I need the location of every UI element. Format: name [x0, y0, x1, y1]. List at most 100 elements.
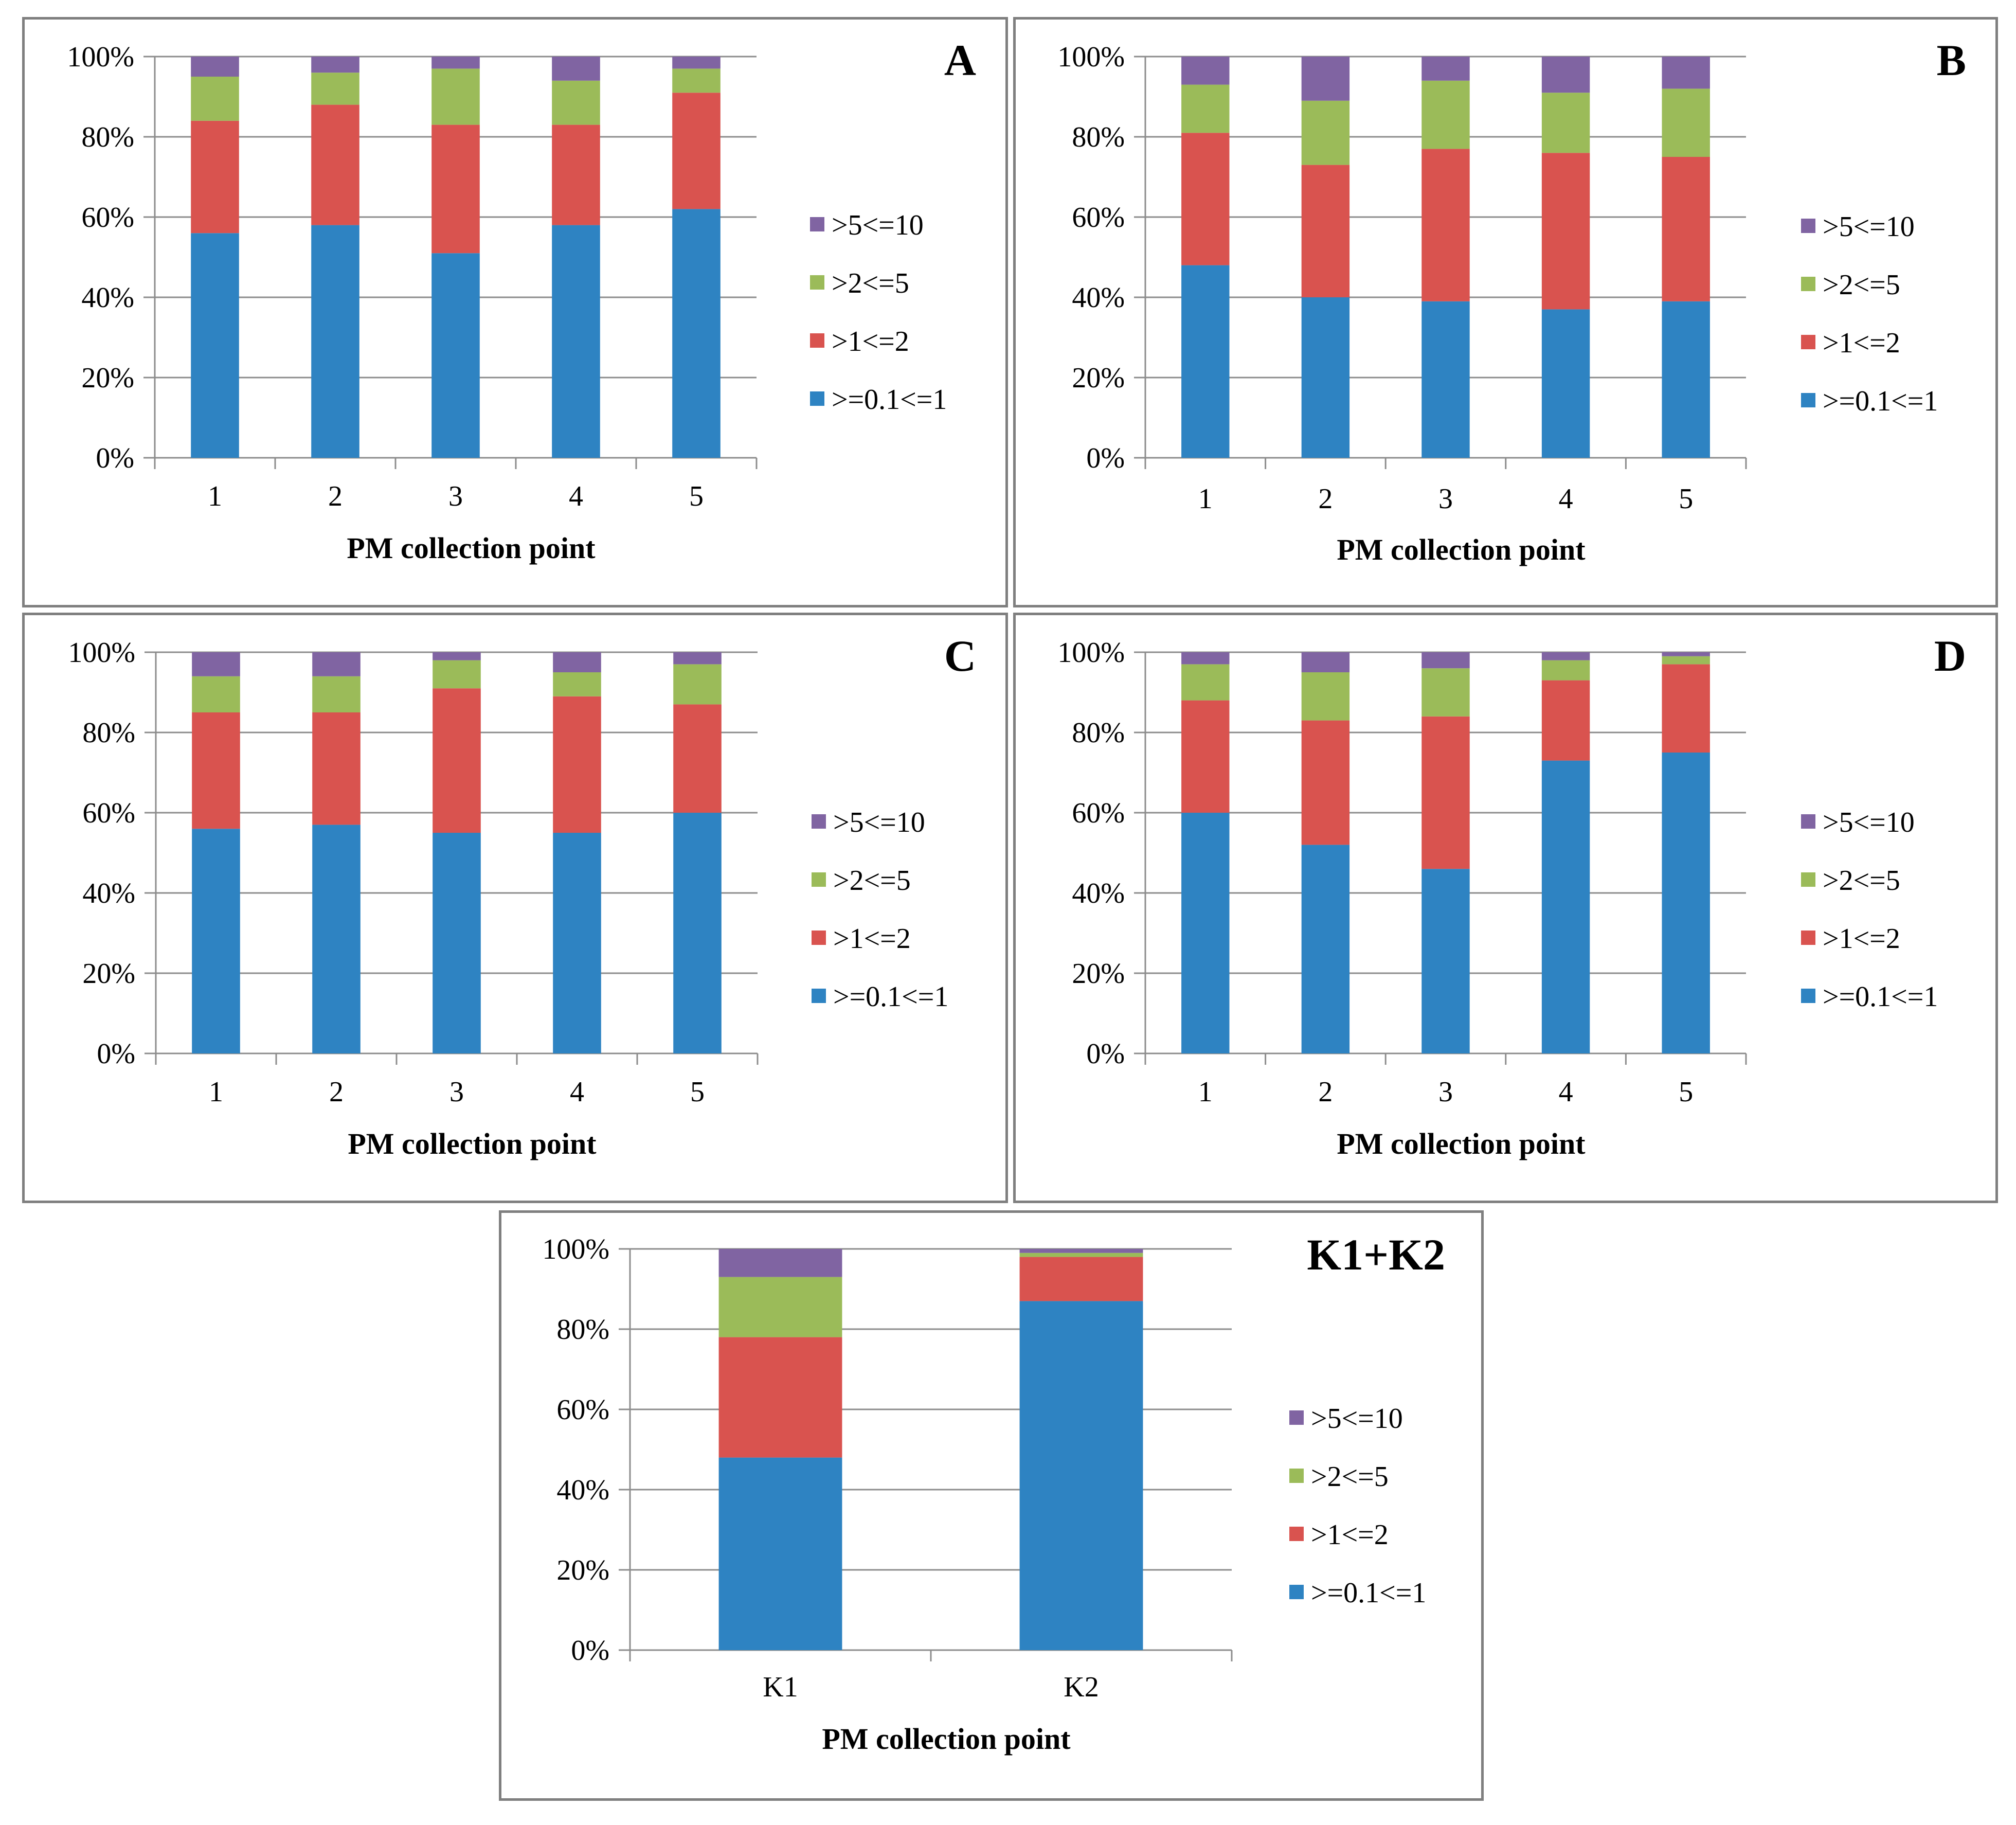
y-tick-label: 0%	[571, 1635, 609, 1667]
bar-5-5-10	[1662, 652, 1710, 656]
bar-1-0-1-1	[192, 829, 240, 1053]
bar-4-5-10	[1541, 57, 1590, 93]
bar-2-2-5	[312, 676, 361, 712]
bar-2-0-1-1	[311, 225, 359, 458]
y-tick-label: 60%	[1072, 202, 1125, 234]
y-tick-label: 0%	[1086, 1038, 1125, 1070]
y-tick-label: 100%	[68, 637, 135, 669]
x-tick-label: 1	[209, 1076, 223, 1108]
legend-label-s4: >5<=10	[1311, 1403, 1403, 1435]
bar-1-0-1-1	[191, 233, 239, 458]
x-tick-label: 4	[570, 1076, 584, 1108]
legend-label-s1: >=0.1<=1	[832, 384, 947, 416]
legend-swatch-s2	[1801, 335, 1815, 349]
bar-3-5-10	[431, 57, 480, 69]
panel-label: C	[944, 631, 976, 681]
chart-k1-k2: 0% 20% 40% 60% 80% 100% K1 K2 PM collection poin…	[542, 1230, 1445, 1756]
bar-k1-5-10	[718, 1249, 842, 1277]
legend-swatch-s2	[812, 931, 826, 945]
bar-1-2-5	[192, 676, 240, 712]
y-tick-label: 80%	[1072, 121, 1125, 153]
bar-4-2-5	[1541, 93, 1590, 153]
bar-2-5-10	[312, 652, 361, 676]
x-tick-label: 1	[1198, 483, 1213, 515]
y-tick-label: 80%	[556, 1314, 609, 1346]
bar-1-5-10	[192, 652, 240, 676]
bar-3-5-10	[1421, 57, 1470, 81]
bar-3-0-1-1	[1421, 301, 1470, 458]
bar-3-0-1-1	[433, 833, 481, 1053]
y-tick-label: 60%	[556, 1394, 609, 1426]
bar-5-1-2	[673, 704, 722, 813]
legend-label-s2: >1<=2	[832, 326, 909, 357]
y-tick-label: 20%	[82, 958, 135, 990]
x-tick-label: 1	[208, 480, 222, 512]
legend-swatch-s2	[1289, 1527, 1304, 1541]
legend-label-s3: >2<=5	[833, 865, 911, 897]
bar-4-0-1-1	[553, 833, 601, 1053]
bar-k2-1-2	[1019, 1257, 1143, 1301]
legend-swatch-s4	[810, 217, 824, 231]
legend-swatch-s3	[810, 275, 824, 290]
legend-label-s1: >=0.1<=1	[833, 981, 948, 1013]
y-tick-label: 100%	[67, 41, 134, 73]
legend-label-s3: >2<=5	[1823, 269, 1900, 301]
bar-k2-2-5	[1019, 1253, 1143, 1257]
x-tick-label: K2	[1064, 1671, 1099, 1703]
bar-3-2-5	[1421, 668, 1470, 717]
legend-label-s3: >2<=5	[832, 267, 909, 299]
chart-c: 0% 20% 40% 60% 80% 100% 1 2 3 4 5 PM collection poi…	[68, 631, 976, 1160]
bar-5-5-10	[1662, 57, 1710, 89]
x-axis-title: PM collection point	[822, 1722, 1071, 1756]
bar-1-1-2	[1181, 133, 1230, 265]
bar-5-0-1-1	[1662, 753, 1710, 1053]
legend-label-s4: >5<=10	[1823, 807, 1915, 838]
bar-5-1-2	[1662, 157, 1710, 301]
y-tick-label: 80%	[1072, 717, 1125, 749]
bar-4-1-2	[1541, 153, 1590, 310]
bar-5-0-1-1	[673, 813, 722, 1053]
bar-3-1-2	[433, 688, 481, 833]
bar-3-5-10	[1421, 652, 1470, 669]
bar-5-5-10	[672, 57, 721, 69]
legend-swatch-s4	[1801, 814, 1815, 829]
bar-3-2-5	[433, 660, 481, 689]
x-tick-label: 5	[1679, 483, 1693, 515]
bar-5-1-2	[672, 93, 721, 209]
x-tick-label: 5	[689, 480, 704, 512]
bar-1-1-2	[1181, 700, 1230, 813]
y-tick-label: 40%	[1072, 282, 1125, 314]
legend-label-s4: >5<=10	[1823, 211, 1915, 243]
y-tick-label: 40%	[1072, 878, 1125, 909]
y-tick-label: 40%	[556, 1474, 609, 1506]
bar-1-2-5	[1181, 664, 1230, 701]
bar-5-2-5	[1662, 88, 1710, 157]
bar-3-5-10	[433, 652, 481, 660]
bar-2-1-2	[312, 712, 361, 825]
bar-5-0-1-1	[1662, 301, 1710, 458]
legend-swatch-s1	[812, 989, 826, 1003]
bar-5-5-10	[673, 652, 722, 665]
legend-swatch-s1	[810, 391, 824, 406]
bar-k1-2-5	[718, 1277, 842, 1337]
bar-1-0-1-1	[1181, 265, 1230, 458]
chart-d: 0% 20% 40% 60% 80% 100% 1 2 3 4 5 PM collection poi…	[1057, 631, 1966, 1160]
legend-label-s3: >2<=5	[1823, 865, 1900, 897]
x-axis-title: PM collection point	[1337, 1127, 1586, 1160]
x-tick-label: 5	[690, 1076, 705, 1108]
chart-b: 0% 20% 40% 60% 80% 100% 1 2 3 4 5 PM collection poi…	[1057, 35, 1966, 566]
panel-a: 0% 20% 40% 60% 80% 100% 1 2 3 4 5 PM collection poi…	[22, 17, 1008, 607]
x-tick-label: 4	[1559, 483, 1573, 515]
bar-3-0-1-1	[431, 253, 480, 458]
y-tick-label: 0%	[96, 442, 134, 474]
bar-2-0-1-1	[312, 825, 361, 1053]
bar-4-5-10	[553, 652, 601, 672]
bar-1-0-1-1	[1181, 813, 1230, 1053]
legend-swatch-s4	[812, 814, 826, 829]
bar-1-5-10	[191, 57, 239, 77]
legend-swatch-s3	[1289, 1469, 1304, 1483]
panel-k1-k2: 0% 20% 40% 60% 80% 100% K1 K2 PM collection poin…	[499, 1210, 1484, 1801]
y-tick-label: 20%	[556, 1554, 609, 1586]
panel-label: K1+K2	[1307, 1230, 1445, 1279]
bar-2-5-10	[311, 57, 359, 73]
